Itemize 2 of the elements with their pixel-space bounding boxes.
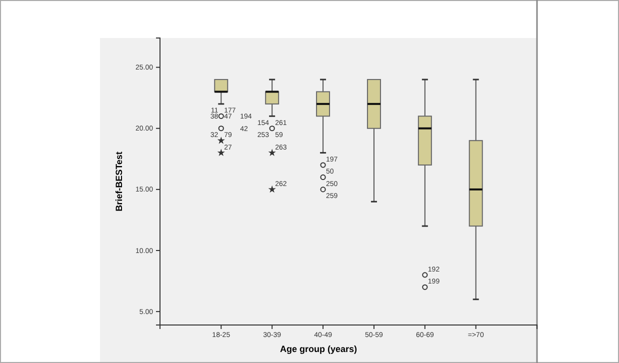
x-axis-title: Age group (years) xyxy=(280,344,358,354)
y-axis-title: Brief-BESTest xyxy=(114,152,124,212)
